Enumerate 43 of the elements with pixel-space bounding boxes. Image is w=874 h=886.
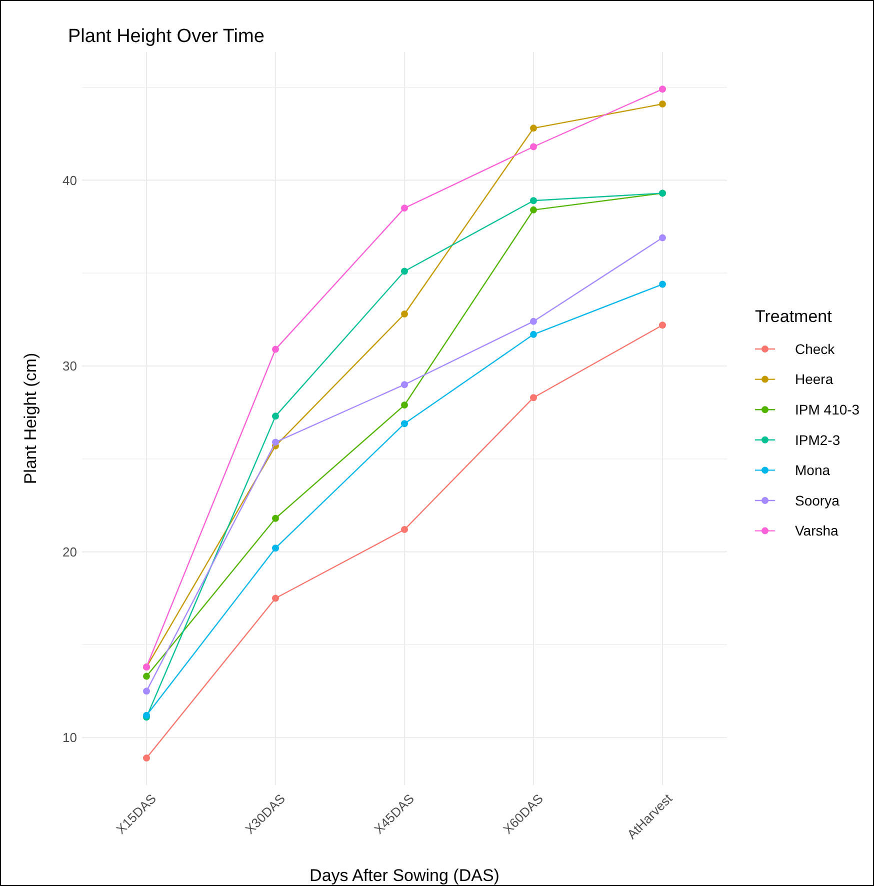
legend-label: Mona [795, 462, 830, 478]
point [659, 86, 666, 93]
point [659, 280, 666, 288]
point [530, 394, 537, 402]
point [272, 346, 279, 353]
point [401, 402, 408, 409]
point [659, 234, 666, 242]
point [530, 318, 537, 325]
y-tick-label: 20 [62, 544, 77, 560]
chart-title: Plant Height Over Time [68, 26, 264, 47]
point [659, 322, 666, 329]
point [272, 544, 279, 552]
point [401, 204, 408, 212]
legend-label: Soorya [795, 492, 840, 508]
point [530, 330, 537, 338]
point [401, 310, 408, 318]
x-axis-title: Days After Sowing (DAS) [310, 866, 500, 885]
point [272, 438, 279, 446]
point [272, 594, 279, 602]
point [530, 197, 537, 204]
point [272, 514, 279, 522]
point [401, 526, 408, 534]
point [530, 206, 537, 214]
legend-label: Varsha [795, 522, 839, 539]
legend-label: IPM 410-3 [795, 402, 860, 418]
point [401, 268, 408, 275]
point [530, 124, 537, 132]
point [530, 143, 537, 150]
y-tick-label: 30 [62, 358, 77, 374]
point [401, 381, 408, 388]
y-tick-label: 40 [62, 172, 77, 188]
y-tick-label: 10 [62, 730, 77, 746]
point [272, 412, 279, 420]
point [401, 420, 408, 428]
legend-title: Treatment [755, 307, 832, 326]
point [143, 754, 150, 762]
legend-label: Heera [795, 371, 834, 388]
legend-label: IPM2-3 [795, 432, 840, 448]
y-axis-title: Plant Height (cm) [21, 352, 40, 484]
point [143, 672, 150, 680]
legend-label: Check [795, 340, 836, 357]
point [659, 100, 666, 108]
point [143, 688, 150, 695]
